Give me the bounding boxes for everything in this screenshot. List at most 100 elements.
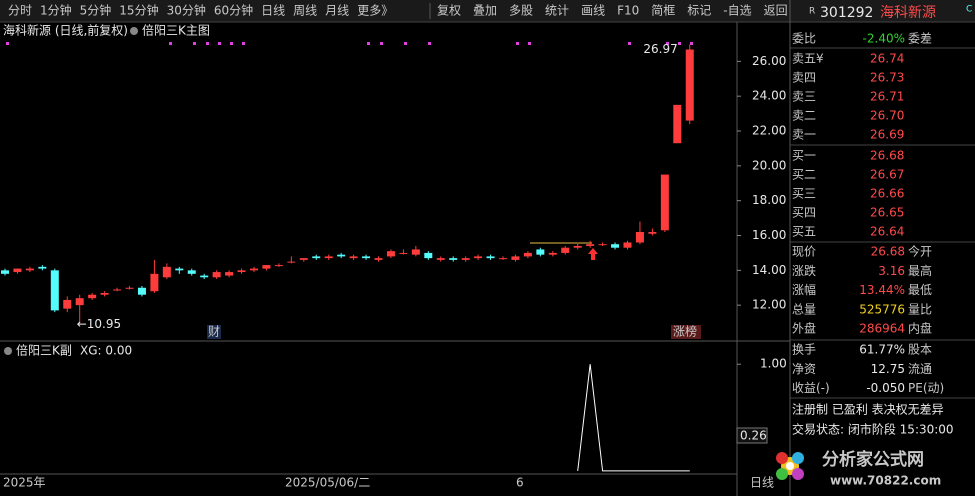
depth-label: 卖一 bbox=[792, 128, 816, 142]
x-axis-label: 6 bbox=[516, 476, 524, 490]
row-label: 委比 bbox=[792, 32, 816, 46]
tool-button[interactable]: 简框 bbox=[651, 4, 675, 18]
candle-body bbox=[474, 256, 483, 259]
row-label: PE(动) bbox=[908, 381, 944, 395]
tool-button[interactable]: 复权 bbox=[437, 4, 461, 18]
tool-button[interactable]: 叠加 bbox=[473, 4, 497, 18]
logo-url: www.70822.com bbox=[830, 474, 941, 488]
candle-body bbox=[635, 232, 644, 243]
candle-body bbox=[648, 232, 657, 234]
candle-body bbox=[113, 289, 122, 291]
flags: 注册制 已盈利 表决权无差异 bbox=[792, 402, 944, 417]
low-label: ←10.95 bbox=[77, 317, 121, 331]
candle-body bbox=[449, 258, 458, 260]
row-value: -0.050 bbox=[866, 381, 905, 395]
candle-body bbox=[411, 249, 420, 255]
period-tab[interactable]: 30分钟 bbox=[167, 3, 206, 18]
candle-body bbox=[100, 292, 109, 295]
tag: C bbox=[966, 5, 972, 15]
trade-status: 交易状态: 闭市阶段 15:30:00 bbox=[792, 422, 954, 437]
period-tab[interactable]: 周线 bbox=[293, 4, 317, 18]
candle-body bbox=[611, 244, 620, 248]
depth-price: 26.71 bbox=[870, 90, 904, 104]
tool-button[interactable]: 画线 bbox=[581, 4, 605, 18]
candle-body bbox=[337, 254, 346, 257]
candle-body bbox=[424, 252, 433, 259]
candle-body bbox=[25, 268, 34, 271]
candle-body bbox=[586, 244, 595, 246]
toggle-icon[interactable] bbox=[4, 347, 12, 355]
y-tick-label: 24.00 bbox=[752, 89, 786, 103]
depth-label: 买五 bbox=[792, 225, 816, 239]
depth-price: 26.64 bbox=[870, 225, 904, 239]
depth-label: 卖二 bbox=[792, 109, 816, 123]
candle-body bbox=[212, 272, 221, 278]
row-label: 现价 bbox=[792, 245, 816, 259]
candle-body bbox=[499, 258, 507, 260]
tool-button[interactable]: F10 bbox=[617, 4, 639, 18]
candle-body bbox=[312, 256, 321, 259]
depth-price: 26.70 bbox=[870, 109, 904, 123]
y-tick-label: 14.00 bbox=[752, 263, 786, 277]
row-label: 今开 bbox=[908, 244, 932, 259]
period-tab[interactable]: 分时 bbox=[8, 4, 32, 18]
logo-icon bbox=[776, 452, 804, 480]
x-axis-label: 2025/05/06/二 bbox=[285, 476, 370, 490]
depth-price: 26.68 bbox=[870, 149, 904, 163]
tool-button[interactable]: 多股 bbox=[509, 4, 533, 18]
tool-button[interactable]: -自选 bbox=[723, 4, 751, 18]
depth-price: 26.66 bbox=[870, 187, 904, 201]
candle-body bbox=[685, 49, 694, 121]
period-tab[interactable]: 5分钟 bbox=[80, 3, 112, 18]
row-label: 涨幅 bbox=[792, 282, 816, 297]
candle-body bbox=[461, 258, 470, 260]
candle-body bbox=[511, 256, 520, 260]
candle-body bbox=[660, 174, 669, 231]
badge-bg bbox=[207, 325, 221, 339]
badge[interactable]: 涨榜 bbox=[673, 324, 697, 339]
y-tick-label: 1.00 bbox=[760, 357, 787, 371]
row-label: 净资 bbox=[792, 362, 816, 376]
y-tick-label: 16.00 bbox=[752, 228, 786, 242]
row-label: 最高 bbox=[908, 263, 932, 278]
row-value: 13.44% bbox=[859, 283, 905, 297]
depth-label: 买三 bbox=[792, 187, 816, 201]
candle-body bbox=[287, 261, 296, 263]
period-tab[interactable]: 更多》 bbox=[357, 4, 393, 18]
candle-body bbox=[324, 256, 333, 259]
candle-body bbox=[125, 287, 134, 289]
candle-body bbox=[75, 298, 84, 306]
candle-body bbox=[162, 266, 171, 278]
y-tick-label: 18.00 bbox=[752, 193, 786, 207]
toggle-icon[interactable] bbox=[130, 27, 138, 35]
period-tab[interactable]: 日线 bbox=[261, 4, 285, 18]
high-label: 26.97 bbox=[643, 42, 677, 56]
badge[interactable]: 财 bbox=[208, 325, 220, 339]
candle-body bbox=[486, 256, 495, 259]
tool-button[interactable]: 标记 bbox=[687, 4, 711, 18]
depth-price: 26.73 bbox=[870, 71, 904, 85]
period-tab[interactable]: 60分钟 bbox=[214, 3, 253, 18]
cursor-value: 0.26 bbox=[740, 429, 767, 443]
stock-name: 海科新源 bbox=[880, 5, 936, 21]
tool-button[interactable]: 返回 bbox=[764, 4, 788, 18]
row-value: 12.75 bbox=[871, 362, 905, 376]
candle-body bbox=[274, 265, 283, 267]
candle-body bbox=[561, 247, 570, 253]
row-label: 流通 bbox=[908, 362, 932, 376]
depth-label: 买二 bbox=[792, 168, 816, 182]
candle-body bbox=[150, 273, 159, 292]
stock-code: 301292 bbox=[820, 5, 873, 21]
candle-body bbox=[362, 256, 371, 259]
row-label: 收益(-) bbox=[792, 381, 830, 395]
period-tab[interactable]: 15分钟 bbox=[119, 3, 158, 18]
depth-label: 买四 bbox=[792, 206, 816, 220]
candle-body bbox=[200, 275, 209, 278]
period-tab[interactable]: 1分钟 bbox=[40, 3, 72, 18]
indicator-name: 倍阳三K主图 bbox=[142, 23, 210, 38]
period-tab[interactable]: 月线 bbox=[325, 4, 349, 18]
tool-button[interactable]: 统计 bbox=[545, 4, 569, 18]
candle-body bbox=[262, 265, 271, 269]
candle-body bbox=[38, 266, 47, 269]
